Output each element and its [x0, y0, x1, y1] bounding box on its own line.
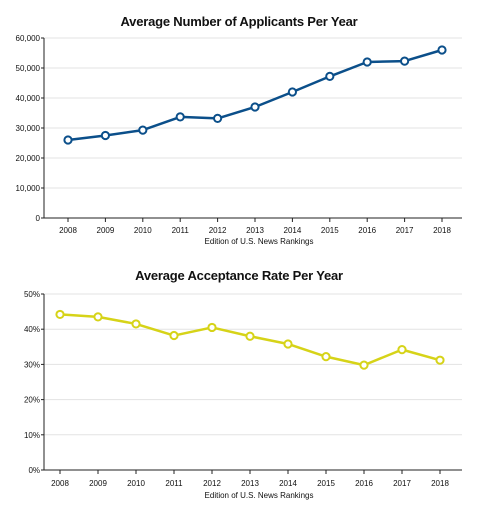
- chart-title: Average Acceptance Rate Per Year: [135, 268, 343, 283]
- x-tick-label: 2018: [433, 226, 451, 235]
- chart-title: Average Number of Applicants Per Year: [120, 14, 358, 29]
- x-tick-label: 2009: [97, 226, 115, 235]
- data-point: [400, 56, 410, 66]
- y-tick-label: 0%: [28, 466, 40, 475]
- data-point: [213, 113, 223, 124]
- data-point: [437, 45, 447, 55]
- x-tick-label: 2010: [134, 226, 152, 235]
- data-point: [100, 130, 111, 141]
- x-tick-label: 2017: [393, 479, 411, 488]
- data-point: [321, 352, 331, 362]
- y-tick-label: 40%: [24, 325, 40, 334]
- x-tick-label: 2010: [127, 479, 145, 488]
- x-tick-label: 2016: [355, 479, 373, 488]
- data-point: [63, 135, 73, 145]
- data-point: [283, 339, 293, 349]
- x-tick-label: 2016: [358, 226, 376, 235]
- x-tick-label: 2018: [431, 479, 449, 488]
- y-tick-label: 40,000: [16, 94, 41, 103]
- applicants-line-chart: 0 10,000 20,000 30,000 40,000 50,000 60,000 200…: [16, 34, 462, 246]
- data-point: [250, 102, 260, 112]
- acceptance-rate-line-chart: 0% 10% 20% 30% 40% 50% 2008 2009 2010 2011 2012 201…: [24, 290, 462, 500]
- y-tick-label: 60,000: [16, 34, 41, 43]
- x-tick-label: 2009: [89, 479, 107, 488]
- y-tick-label: 50,000: [16, 64, 41, 73]
- x-tick-label: 2012: [203, 479, 221, 488]
- data-point: [175, 112, 185, 122]
- data-point: [397, 345, 407, 355]
- x-tick-label: 2012: [209, 226, 227, 235]
- data-point: [169, 330, 179, 341]
- data-point: [287, 87, 297, 97]
- y-tick-label: 20,000: [16, 154, 41, 163]
- data-point: [207, 322, 217, 333]
- data-point: [55, 309, 65, 320]
- x-tick-label: 2008: [59, 226, 77, 235]
- data-point: [362, 57, 372, 67]
- y-tick-label: 0: [36, 214, 41, 223]
- data-point: [359, 360, 369, 370]
- x-tick-label: 2008: [51, 479, 69, 488]
- x-axis-title: Edition of U.S. News Rankings: [205, 491, 314, 500]
- data-point: [131, 319, 141, 329]
- x-tick-label: 2013: [241, 479, 259, 488]
- data-point: [138, 125, 148, 135]
- series-line: [67, 48, 443, 142]
- applicants-chart-panel: Average Number of Applicants Per Year 0 1…: [0, 0, 478, 255]
- x-tick-label: 2015: [321, 226, 339, 235]
- y-tick-label: 30%: [24, 360, 40, 369]
- x-tick-label: 2014: [279, 479, 297, 488]
- data-point: [435, 355, 445, 365]
- x-tick-label: 2014: [284, 226, 302, 235]
- x-tick-label: 2011: [172, 226, 190, 235]
- y-tick-label: 50%: [24, 290, 40, 299]
- data-point: [93, 312, 103, 322]
- y-tick-label: 10,000: [16, 184, 41, 193]
- x-axis-title: Edition of U.S. News Rankings: [205, 237, 314, 246]
- y-tick-label: 10%: [24, 431, 40, 440]
- data-point: [325, 71, 335, 82]
- x-tick-label: 2017: [396, 226, 414, 235]
- x-tick-label: 2015: [317, 479, 335, 488]
- x-tick-label: 2011: [165, 479, 183, 488]
- x-tick-label: 2013: [246, 226, 264, 235]
- acceptance-rate-chart-panel: Average Acceptance Rate Per Year 0% 10% 20…: [0, 258, 478, 518]
- y-tick-label: 30,000: [16, 124, 41, 133]
- data-point: [245, 331, 255, 341]
- y-tick-label: 20%: [24, 396, 40, 405]
